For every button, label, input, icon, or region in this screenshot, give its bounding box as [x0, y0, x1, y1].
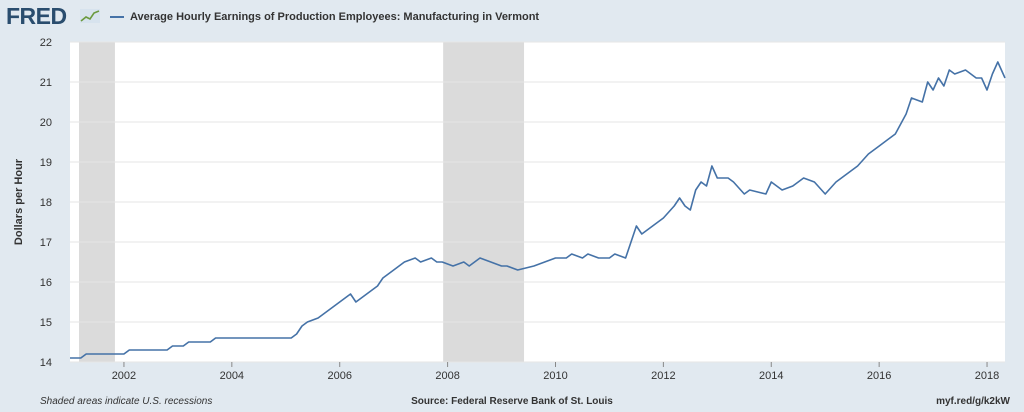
- y-tick-label: 20: [40, 117, 52, 129]
- x-axis-ticks: 2002 2004 2006 2008 2010 2012 2014 2016 2018: [112, 362, 999, 382]
- y-axis-ticks: 14 15 16 17 18 19 20 21 22: [40, 37, 52, 369]
- y-tick-label: 22: [40, 37, 52, 49]
- x-tick-label: 2016: [867, 370, 891, 382]
- x-tick-label: 2006: [327, 370, 351, 382]
- y-tick-label: 16: [40, 277, 52, 289]
- x-tick-label: 2010: [543, 370, 567, 382]
- legend-label: Average Hourly Earnings of Production Em…: [130, 11, 540, 23]
- y-axis-title: Dollars per Hour: [13, 158, 25, 245]
- y-tick-label: 18: [40, 197, 52, 209]
- fred-logo: FRED: [6, 3, 67, 29]
- y-tick-label: 19: [40, 157, 52, 169]
- short-link[interactable]: myf.red/g/k2kW: [936, 396, 1010, 407]
- recession-note: Shaded areas indicate U.S. recessions: [40, 396, 213, 407]
- y-tick-label: 21: [40, 77, 52, 89]
- legend[interactable]: Average Hourly Earnings of Production Em…: [110, 11, 539, 23]
- grid-lines: [70, 41, 1005, 363]
- legend-swatch: [110, 16, 124, 19]
- x-tick-label: 2014: [759, 370, 783, 382]
- x-tick-label: 2012: [651, 370, 675, 382]
- chart-header: FRED Average Hourly Earnings of Producti…: [0, 0, 1024, 34]
- x-tick-label: 2018: [975, 370, 999, 382]
- x-tick-label: 2002: [112, 370, 136, 382]
- series-layer: [70, 61, 1006, 359]
- x-tick-label: 2004: [220, 370, 244, 382]
- source-note: Source: Federal Reserve Bank of St. Loui…: [411, 396, 613, 407]
- trend-line-icon: [80, 9, 100, 23]
- y-tick-label: 15: [40, 317, 52, 329]
- y-tick-label: 14: [40, 357, 52, 369]
- x-tick-label: 2008: [435, 370, 459, 382]
- y-tick-label: 17: [40, 237, 52, 249]
- series-line[interactable]: [70, 61, 1006, 359]
